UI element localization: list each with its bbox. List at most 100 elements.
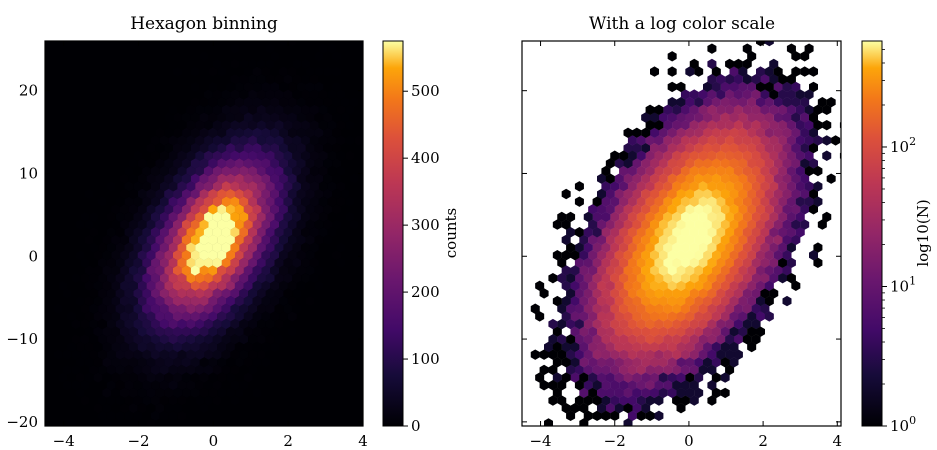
hexbin-cell — [279, 127, 289, 138]
hexbin-cell — [672, 334, 682, 345]
hexbin-cell — [292, 165, 302, 177]
hexbin-cell — [261, 158, 271, 169]
hexbin-cell — [208, 66, 218, 77]
hexbin-cell — [627, 211, 637, 223]
hexbin-cell — [711, 311, 721, 322]
hexbin-cell — [786, 165, 796, 177]
hexbin-cell — [323, 173, 333, 184]
hexbin-cell — [804, 150, 814, 161]
hexbin-cell — [663, 334, 673, 345]
hexbin-cell — [676, 341, 686, 353]
hexbin-cell — [159, 303, 169, 314]
hexbin-cell — [676, 372, 686, 383]
hexbin-cell — [548, 272, 558, 284]
hexbin-cell — [270, 81, 280, 93]
hexbin-cell — [800, 158, 810, 169]
hexbin-cell — [557, 211, 567, 223]
hexbin-cell — [230, 318, 240, 330]
hexbin-cell — [570, 250, 580, 261]
hexbin-cell — [530, 349, 540, 360]
hexbin-cell — [159, 364, 169, 376]
hexbin-cell — [248, 181, 258, 192]
hexbin-cell — [150, 257, 160, 269]
hexbin-cell — [729, 158, 739, 169]
hexbin-cell — [817, 97, 827, 108]
hexbin-cell — [694, 204, 704, 215]
hexbin-cell — [689, 257, 699, 269]
hexbin-cell — [614, 311, 624, 322]
hexbin-cell — [557, 334, 567, 345]
hexbin-cell — [203, 150, 213, 161]
hexbin-cell — [636, 380, 646, 391]
x-tick-label: 4 — [833, 432, 843, 450]
hexbin-cell — [641, 280, 651, 291]
hexbin-cell — [199, 51, 209, 62]
hexbin-cell — [323, 219, 333, 230]
hexbin-cell — [256, 242, 266, 253]
hexbin-cell — [548, 395, 558, 406]
hexbin-cell — [566, 318, 576, 330]
hexbin-cell — [733, 272, 743, 284]
hexbin-cell — [689, 211, 699, 223]
hexbin-cell — [283, 242, 293, 253]
hexbin-cell — [619, 349, 629, 360]
hexbin-cell — [773, 81, 783, 93]
hexbin-cell — [97, 318, 107, 330]
hexbin-cell — [672, 165, 682, 177]
hexbin-cell — [234, 234, 244, 246]
hexbin-cell — [782, 127, 792, 138]
hexbin-cell — [327, 43, 337, 54]
hexbin-cell — [703, 127, 713, 138]
hexbin-cell — [305, 295, 315, 307]
hexbin-cell — [208, 357, 218, 368]
hexbin-cell — [769, 104, 779, 116]
hexbin-cell — [579, 403, 589, 414]
hexbin-cell — [729, 66, 739, 77]
hexbin-cell — [287, 250, 297, 261]
hexbin-cell — [601, 410, 611, 422]
hexbin-cell — [208, 265, 218, 276]
right-chart-title: With a log color scale — [589, 14, 775, 34]
hexbin-cell — [120, 219, 130, 230]
hexbin-cell — [203, 395, 213, 406]
hexbin-cell — [627, 196, 637, 207]
hexbin-cell — [720, 387, 730, 399]
hexbin-cell — [650, 204, 660, 215]
hexbin-cell — [601, 165, 611, 177]
hexbin-cell — [309, 227, 319, 238]
left-x-ticks: −4 −2 0 2 4 — [53, 41, 368, 450]
hexbin-cell — [142, 165, 152, 177]
hexbin-cell — [190, 158, 200, 169]
hexbin-cell — [632, 372, 642, 383]
hexbin-cell — [694, 158, 704, 169]
hexbin-cell — [756, 188, 766, 200]
hexbin-cell — [804, 89, 814, 100]
hexbin-cell — [733, 89, 743, 100]
hexbin-cell — [256, 181, 266, 192]
hexbin-cell — [150, 303, 160, 314]
hexbin-cell — [318, 135, 328, 146]
hexbin-cell — [305, 188, 315, 200]
hexbin-cell — [120, 188, 130, 200]
hexbin-cell — [265, 257, 275, 269]
hexbin-cell — [243, 326, 253, 337]
hexbin-cell — [221, 349, 231, 360]
hexbin-cell — [234, 387, 244, 399]
hexbin-cell — [663, 288, 673, 299]
hexbin-cell — [592, 334, 602, 345]
hexbin-cell — [186, 165, 196, 177]
hexbin-cell — [243, 112, 253, 123]
hexbin-cell — [707, 58, 717, 70]
hexbin-cell — [711, 142, 721, 154]
hexbin-cell — [729, 81, 739, 93]
hexbin-cell — [327, 104, 337, 116]
hexbin-cell — [71, 349, 81, 360]
hexbin-cell — [729, 204, 739, 215]
hexbin-cell — [742, 89, 752, 100]
hexbin-cell — [120, 357, 130, 368]
hexbin-cell — [782, 97, 792, 108]
hexbin-cell — [314, 81, 324, 93]
hexbin-cell — [641, 158, 651, 169]
hexbin-cell — [685, 173, 695, 184]
hexbin-cell — [729, 250, 739, 261]
